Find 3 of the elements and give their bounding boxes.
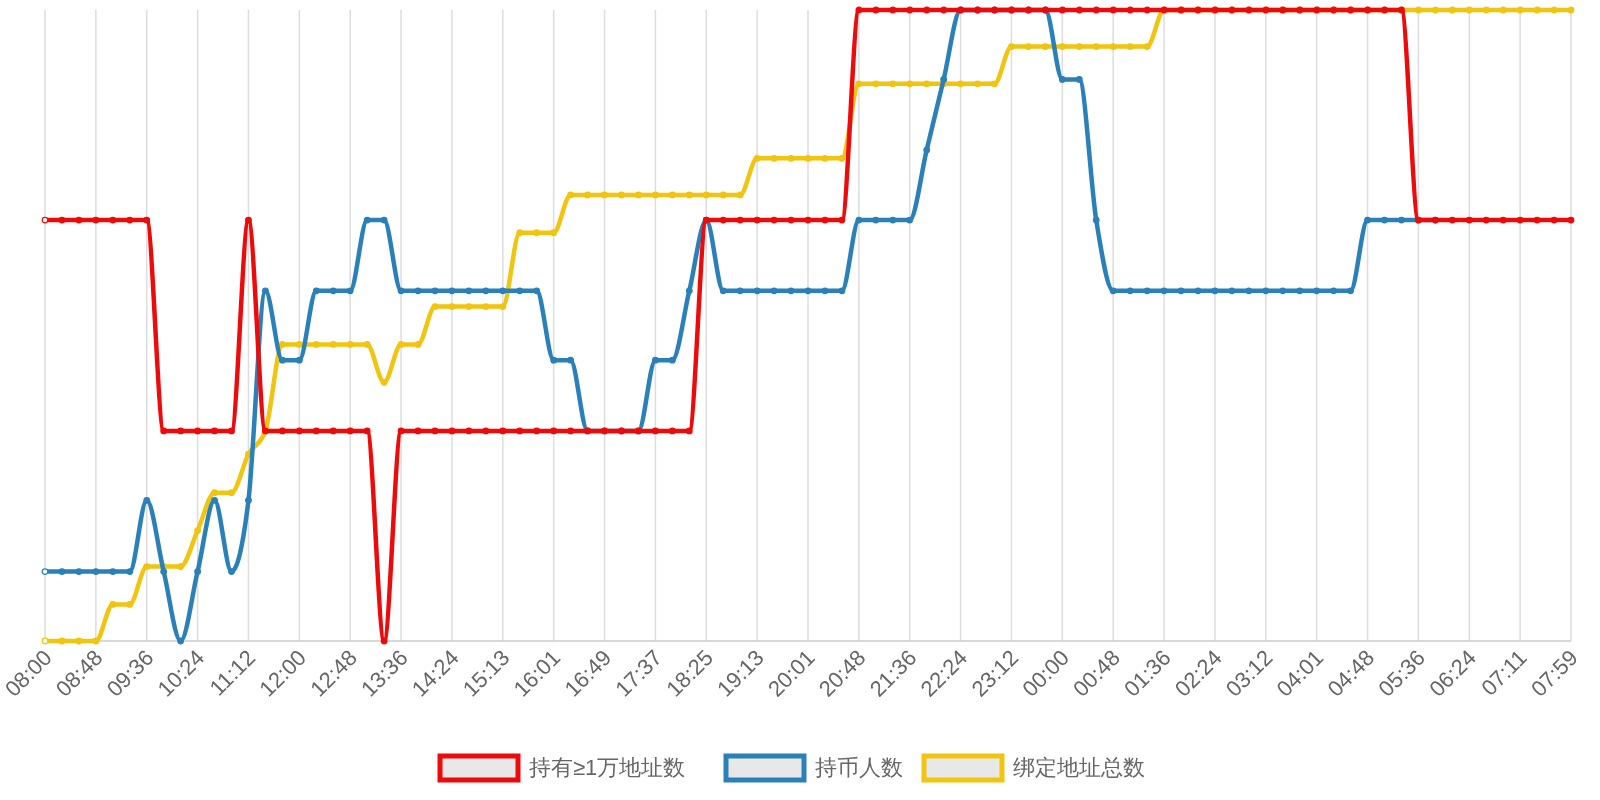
legend-label: 持币人数: [815, 754, 903, 780]
legend-label: 绑定地址总数: [1013, 754, 1145, 780]
legend-label: 持有≥1万地址数: [529, 754, 686, 780]
